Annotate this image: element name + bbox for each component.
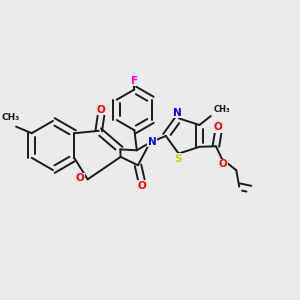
Text: O: O [218, 159, 227, 169]
Text: O: O [76, 173, 85, 184]
Text: O: O [137, 181, 146, 190]
Text: O: O [97, 105, 106, 115]
Text: O: O [214, 122, 223, 132]
Text: S: S [174, 154, 182, 164]
Text: N: N [148, 136, 156, 147]
Text: F: F [131, 76, 138, 85]
Text: CH₃: CH₃ [213, 105, 230, 114]
Text: CH₃: CH₃ [2, 113, 20, 122]
Text: N: N [173, 108, 182, 118]
